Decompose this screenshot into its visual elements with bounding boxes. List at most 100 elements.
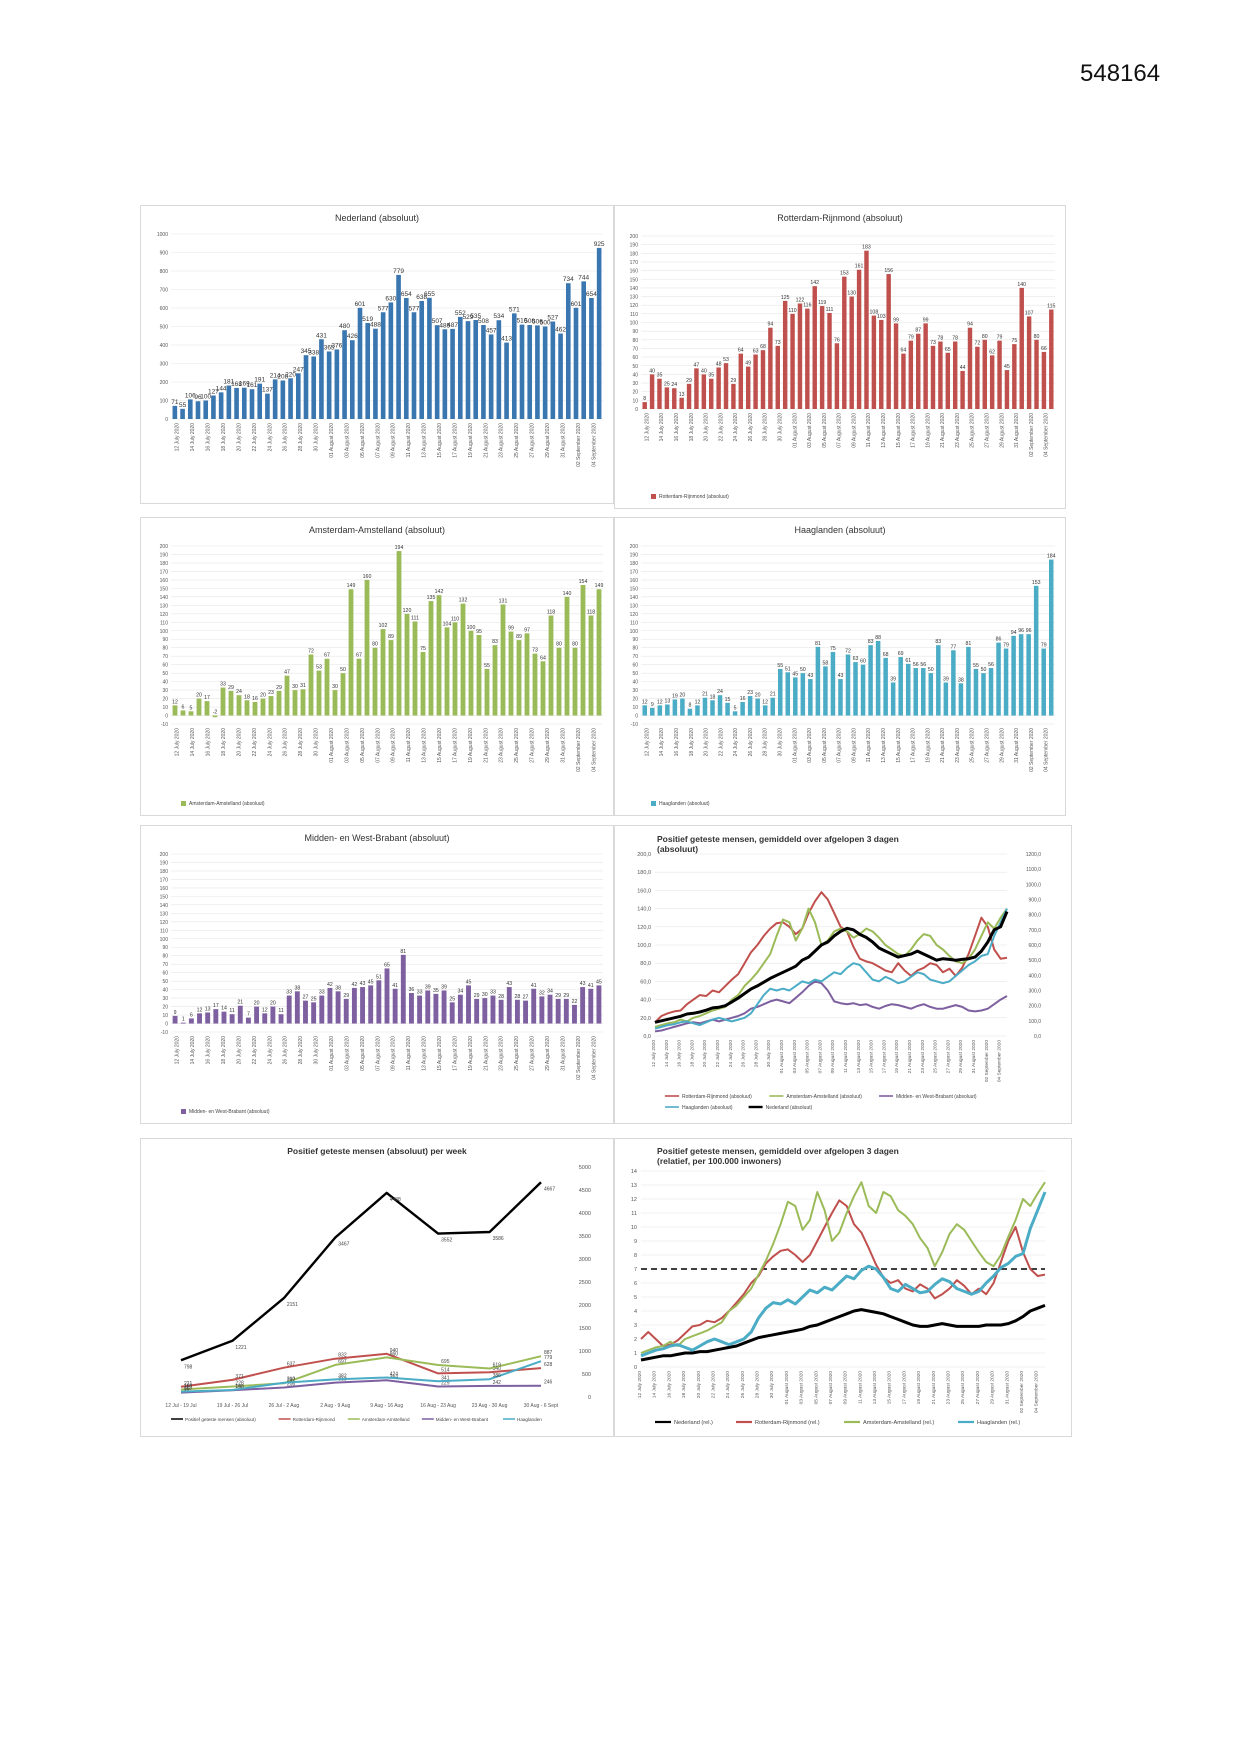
- data-label: 95: [476, 629, 482, 635]
- bar: [864, 250, 869, 409]
- data-label: 925: [594, 241, 605, 248]
- y-tick-label: 170: [630, 260, 639, 266]
- data-label: 73: [930, 340, 936, 346]
- bar: [268, 696, 274, 716]
- bar: [966, 646, 971, 716]
- data-label: 79: [908, 335, 914, 341]
- legend-label: Rotterdam-Rijnmond (rel.): [755, 1420, 820, 1426]
- x-tick-label: 19 August 2020: [468, 1036, 474, 1071]
- bar: [465, 321, 471, 419]
- bar: [930, 345, 936, 409]
- bar: [747, 696, 753, 716]
- bar: [555, 998, 561, 1024]
- bar: [488, 334, 494, 419]
- y-tick-label: 160,0: [637, 888, 651, 894]
- data-label: 17: [213, 1003, 219, 1009]
- x-tick-label: 31 August 2020: [560, 728, 566, 763]
- y-tick-label: 40: [632, 372, 638, 378]
- data-label: 77: [950, 644, 956, 650]
- data-label: 7: [247, 1012, 250, 1018]
- bar: [249, 389, 255, 419]
- series-line: [180, 1355, 542, 1391]
- bar: [1019, 287, 1024, 409]
- x-tick-label: 13 August 2020: [422, 423, 428, 458]
- bar: [508, 631, 514, 716]
- x-tick-label: 26 July 2020: [283, 423, 289, 452]
- data-label: 25: [311, 996, 317, 1002]
- x-tick-label: 18 July 2020: [689, 413, 695, 442]
- x-tick-label: 16 July 2020: [674, 413, 680, 442]
- data-label: 140: [563, 591, 572, 597]
- y-tick-label: 150: [630, 586, 639, 592]
- bar: [368, 985, 374, 1024]
- data-label: 744: [578, 274, 589, 281]
- x-tick-label: 25 August 2020: [933, 1040, 939, 1074]
- y2-tick-label: 900,0: [1028, 898, 1041, 904]
- bar: [450, 328, 455, 419]
- data-label: 485: [439, 322, 450, 329]
- x-tick-label: 22 July 2020: [252, 728, 258, 757]
- x-tick-label: 09 August 2020: [843, 1371, 849, 1405]
- data-label: 50: [981, 667, 987, 673]
- data-label: 779: [544, 1355, 553, 1361]
- data-label: 42: [327, 982, 333, 988]
- data-label: 108: [870, 310, 879, 316]
- y-tick-label: 150: [160, 586, 169, 592]
- x-tick-label: 19 August 2020: [468, 728, 474, 763]
- bar: [342, 330, 347, 419]
- x-tick-label: 04 September 2020: [1034, 1371, 1040, 1413]
- x-tick-label: 18 July 2020: [689, 1040, 695, 1068]
- bar: [868, 645, 873, 716]
- data-label: 2151: [287, 1302, 298, 1308]
- data-label: 142: [435, 589, 444, 595]
- legend-swatch: [651, 801, 656, 806]
- x-tick-label: 09 August 2020: [851, 728, 857, 763]
- data-label: 78: [952, 336, 958, 342]
- data-label: 58: [823, 660, 829, 666]
- bar: [420, 651, 426, 716]
- y-tick-label: 100: [630, 629, 639, 635]
- x-tick-label: 12 July 2020: [175, 728, 181, 757]
- bar: [449, 1002, 455, 1024]
- bar: [680, 698, 685, 716]
- x-tick-label: 11 August 2020: [857, 1371, 863, 1404]
- bar: [527, 325, 533, 419]
- x-tick-label: 13 August 2020: [881, 728, 887, 763]
- bar: [770, 697, 775, 716]
- data-label: 47: [694, 362, 700, 368]
- data-label: 181: [223, 379, 234, 386]
- x-tick-label: 9 Aug - 16 Aug: [370, 1403, 403, 1409]
- bar: [830, 651, 836, 716]
- bar: [360, 987, 365, 1024]
- bar: [642, 402, 647, 409]
- data-label: 247: [293, 366, 304, 373]
- x-tick-label: 07 August 2020: [837, 728, 843, 763]
- data-label: 519: [362, 316, 373, 323]
- y-tick-label: 190: [160, 860, 169, 866]
- legend-swatch: [651, 494, 656, 499]
- y-tick-label: 10: [632, 398, 638, 404]
- bar: [392, 988, 398, 1024]
- y-tick-label: 8: [634, 1253, 637, 1259]
- data-label: 508: [524, 318, 535, 325]
- x-tick-label: 31 August 2020: [1014, 413, 1020, 448]
- bar: [531, 988, 537, 1024]
- x-tick-label: 12 July 2020: [644, 413, 650, 442]
- x-tick-label: 28 July 2020: [763, 413, 769, 442]
- chart-rotterdam: Rotterdam-Rijnmond (absoluut) 0 10 20 30 40 50…: [630, 213, 1056, 500]
- data-label: 16: [740, 696, 746, 702]
- bar: [519, 324, 525, 419]
- x-tick-label: 22 July 2020: [715, 1040, 721, 1068]
- y-tick-label: 5000: [579, 1165, 591, 1171]
- data-label: 508: [478, 318, 489, 325]
- legend-label: Midden- en West-Brabant (absoluut): [189, 1109, 270, 1115]
- data-label: 122: [796, 297, 805, 303]
- bar: [812, 286, 817, 409]
- bar: [492, 645, 498, 716]
- data-label: 3586: [493, 1236, 504, 1242]
- x-tick-label: 01 August 2020: [329, 728, 335, 763]
- y-tick-label: 1000: [157, 232, 168, 238]
- bar: [951, 650, 956, 716]
- bar: [1033, 585, 1039, 716]
- data-label: 345: [301, 348, 312, 355]
